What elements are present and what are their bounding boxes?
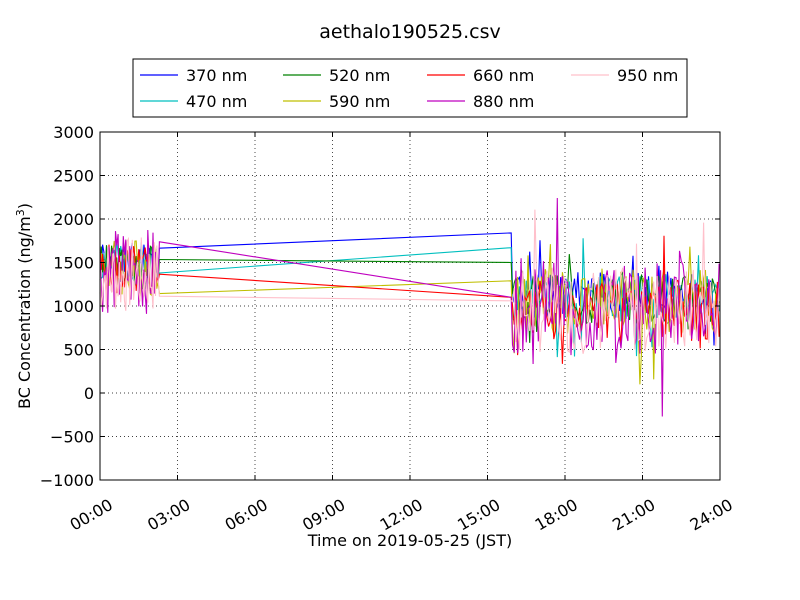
ticks-layer: −1000 −500 0 500 1000 1500 2000 2500 3000 00:00 03…: [40, 123, 736, 535]
y-tick-label: 2500: [53, 167, 94, 186]
chart-title: aethalo190525.csv: [319, 21, 501, 43]
y-tick-label: −500: [50, 428, 94, 447]
legend-label: 590 nm: [329, 92, 390, 111]
y-tick-label: −1000: [40, 471, 94, 490]
x-tick-label: 03:00: [144, 495, 193, 535]
legend-label: 880 nm: [473, 92, 534, 111]
y-axis-label: BC Concentration (ng/m3): [14, 203, 34, 409]
legend-label: 950 nm: [617, 66, 678, 85]
x-tick-label: 15:00: [454, 495, 503, 535]
y-tick-label: 3000: [53, 123, 94, 142]
legend-box: [132, 58, 688, 118]
series-line: [99, 235, 720, 364]
x-tick-label: 21:00: [609, 495, 658, 535]
legend: 370 nm 470 nm 520 nm 590 nm 660 nm 880 nm 950 …: [132, 58, 688, 118]
x-tick-label: 12:00: [377, 495, 426, 535]
legend-label: 520 nm: [329, 66, 390, 85]
series-layer: [99, 197, 720, 417]
x-tick-label: 06:00: [222, 495, 271, 535]
x-axis-label: Time on 2019-05-25 (JST): [307, 531, 512, 550]
x-tick-label: 24:00: [687, 495, 736, 535]
y-tick-label: 0: [84, 384, 94, 403]
x-tick-label: 18:00: [532, 495, 581, 535]
series-line: [99, 197, 720, 417]
x-tick-label: 09:00: [299, 495, 348, 535]
legend-label: 370 nm: [186, 66, 247, 85]
y-tick-label: 1500: [53, 254, 94, 273]
y-tick-label: 2000: [53, 210, 94, 229]
y-tick-label: 1000: [53, 297, 94, 316]
y-tick-label: 500: [63, 341, 94, 360]
x-tick-label: 00:00: [67, 495, 116, 535]
series-line: [99, 209, 720, 354]
legend-label: 660 nm: [473, 66, 534, 85]
legend-label: 470 nm: [186, 92, 247, 111]
